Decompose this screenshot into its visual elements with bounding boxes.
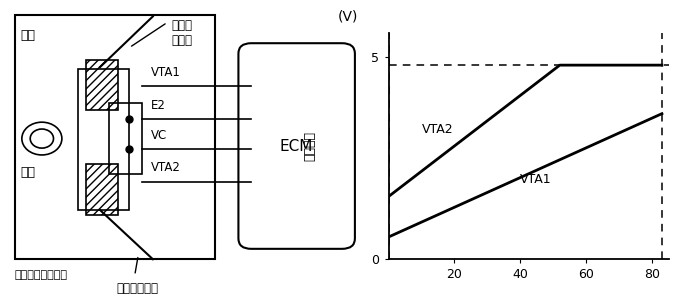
Bar bbox=[85, 60, 118, 110]
Text: 磁轭: 磁轭 bbox=[20, 29, 35, 42]
Text: 霍尔集
成电路: 霍尔集 成电路 bbox=[171, 19, 192, 47]
Text: 节气门位置传感器: 节气门位置传感器 bbox=[15, 270, 68, 280]
Bar bbox=[78, 69, 130, 210]
Bar bbox=[109, 103, 142, 174]
Text: (V): (V) bbox=[338, 10, 358, 24]
Text: E2: E2 bbox=[151, 99, 166, 112]
Text: VC: VC bbox=[151, 128, 167, 142]
Text: 输出电压: 输出电压 bbox=[304, 131, 316, 161]
Bar bbox=[15, 15, 215, 259]
Text: VTA1: VTA1 bbox=[520, 173, 552, 187]
Bar bbox=[85, 164, 118, 215]
Text: 霍尔集成电路: 霍尔集成电路 bbox=[116, 282, 158, 295]
Text: VTA2: VTA2 bbox=[421, 123, 453, 136]
Text: VTA1: VTA1 bbox=[151, 66, 181, 79]
Text: ECM: ECM bbox=[280, 139, 314, 153]
Text: VTA2: VTA2 bbox=[151, 161, 181, 174]
Text: 磁轭: 磁轭 bbox=[20, 166, 35, 179]
